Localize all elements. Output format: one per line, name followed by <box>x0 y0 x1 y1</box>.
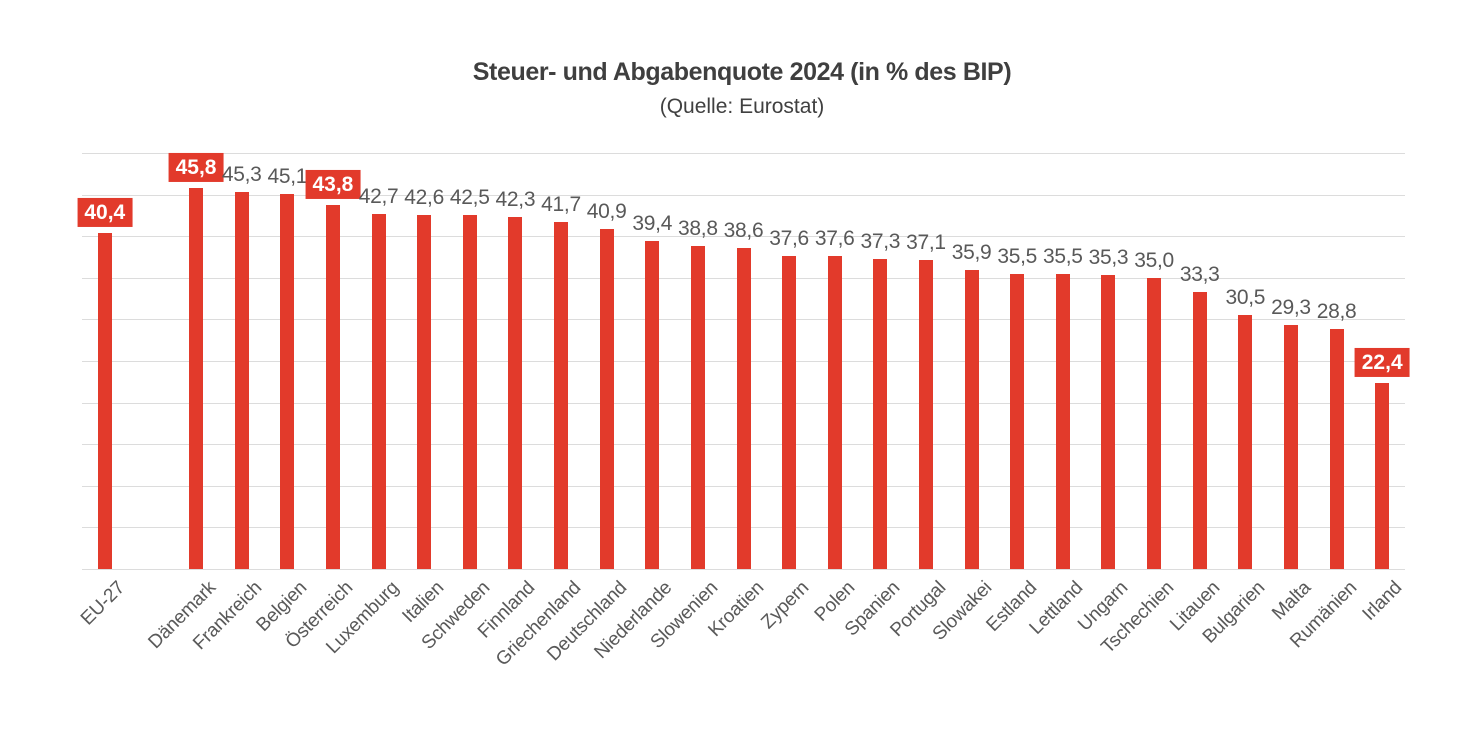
gridline <box>82 153 1405 154</box>
value-label: 42,5 <box>449 186 490 210</box>
bar <box>1283 325 1298 569</box>
gridline <box>82 194 1405 196</box>
value-label-highlighted: 45,8 <box>168 152 224 182</box>
bar <box>508 217 523 569</box>
bar <box>417 214 432 569</box>
value-label: 41,7 <box>541 193 581 216</box>
value-label: 42,3 <box>495 188 536 212</box>
bar <box>1375 382 1390 569</box>
gridline <box>82 236 1405 238</box>
bar <box>371 213 386 569</box>
value-label: 35,9 <box>951 241 992 265</box>
value-label: 37,1 <box>906 231 946 255</box>
bar <box>280 193 295 569</box>
value-label: 38,6 <box>723 218 764 242</box>
value-label-highlighted: 22,4 <box>1354 347 1410 377</box>
value-label: 42,6 <box>404 185 444 209</box>
bar <box>1010 273 1025 569</box>
bar <box>462 215 477 569</box>
value-label: 38,8 <box>678 217 718 241</box>
bar <box>97 232 112 569</box>
bar <box>918 260 933 569</box>
bar <box>873 258 888 569</box>
bar <box>599 228 614 569</box>
value-label: 35,5 <box>997 244 1038 268</box>
value-label: 39,4 <box>632 212 673 236</box>
value-label: 37,3 <box>860 229 901 253</box>
chart-subtitle: (Quelle: Eurostat) <box>659 95 825 118</box>
value-label: 29,3 <box>1271 296 1311 320</box>
value-label: 37,6 <box>769 227 809 251</box>
bar <box>1055 273 1070 569</box>
bar <box>964 270 979 569</box>
value-label: 35,5 <box>1043 244 1083 268</box>
value-label: 37,6 <box>814 227 855 251</box>
value-label: 35,0 <box>1134 248 1174 272</box>
value-label: 45,3 <box>221 163 262 187</box>
bar <box>736 247 751 569</box>
bar <box>1329 329 1344 569</box>
bar <box>827 256 842 569</box>
value-label-highlighted: 40,4 <box>77 197 133 227</box>
bar <box>325 204 340 569</box>
gridline <box>82 569 1405 570</box>
bar <box>554 222 569 569</box>
bar <box>1147 277 1162 569</box>
chart-title: Steuer- und Abgabenquote 2024 (in % des … <box>472 58 1012 86</box>
bar <box>234 192 249 569</box>
bar <box>782 256 797 569</box>
bar <box>1238 315 1253 569</box>
bar <box>189 187 204 569</box>
value-label: 30,5 <box>1225 286 1266 310</box>
value-label: 45,1 <box>267 164 308 188</box>
axis-label: EU-27 <box>76 577 129 630</box>
value-label: 42,7 <box>358 184 399 208</box>
value-label: 33,3 <box>1179 262 1220 286</box>
value-label: 28,8 <box>1316 300 1357 324</box>
bar <box>1192 291 1207 569</box>
bar <box>645 241 660 569</box>
value-label-highlighted: 43,8 <box>305 169 361 199</box>
bar <box>1101 275 1116 569</box>
bar <box>690 246 705 569</box>
value-label: 40,9 <box>586 199 627 223</box>
value-label: 35,3 <box>1088 246 1129 270</box>
